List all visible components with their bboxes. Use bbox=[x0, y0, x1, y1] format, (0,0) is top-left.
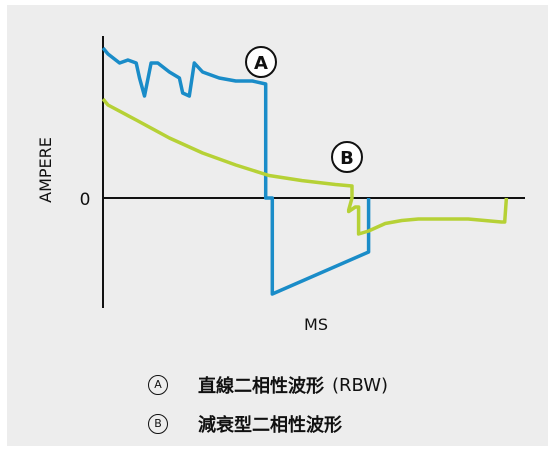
y-tick-label-zero: 0 bbox=[80, 190, 91, 210]
svg-text:A: A bbox=[254, 53, 268, 74]
legend-marker-b: B bbox=[148, 414, 168, 434]
legend-item-b: B 減衰型二相性波形 bbox=[148, 411, 342, 437]
legend-suffix-a: (RBW) bbox=[332, 374, 389, 396]
x-axis-label: MS bbox=[304, 315, 328, 334]
legend-label-a: 直線二相性波形 bbox=[198, 376, 324, 397]
chart-panel bbox=[7, 5, 548, 446]
legend-marker-a: A bbox=[148, 375, 168, 395]
series-a-marker: A bbox=[245, 46, 277, 78]
legend-label-b: 減衰型二相性波形 bbox=[198, 415, 342, 436]
series-line-a bbox=[101, 46, 371, 296]
svg-text:B: B bbox=[340, 148, 354, 169]
series-b-marker: B bbox=[331, 141, 363, 173]
legend-item-a: A 直線二相性波形 (RBW) bbox=[148, 372, 388, 398]
y-axis-label: AMPERE bbox=[36, 137, 55, 203]
series-line-b bbox=[101, 97, 509, 236]
